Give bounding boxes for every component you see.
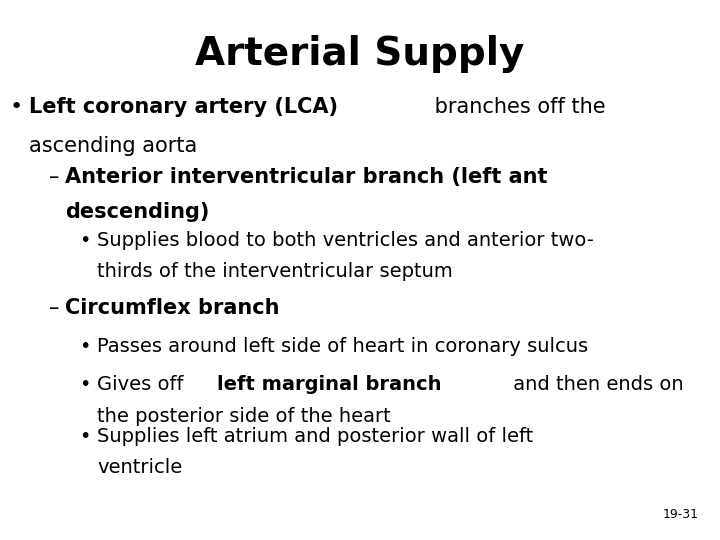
Text: ascending aorta: ascending aorta <box>29 136 197 156</box>
Text: –: – <box>49 167 59 187</box>
Text: Circumflex branch: Circumflex branch <box>65 298 279 318</box>
Text: •: • <box>79 375 91 394</box>
Text: left marginal branch: left marginal branch <box>217 375 441 394</box>
Text: descending): descending) <box>65 202 210 222</box>
Text: Passes around left side of heart in coronary sulcus: Passes around left side of heart in coro… <box>97 338 588 356</box>
Text: Anterior interventricular branch (left ant: Anterior interventricular branch (left a… <box>65 167 547 187</box>
Text: Gives off: Gives off <box>97 375 190 394</box>
Text: –: – <box>49 298 59 318</box>
Text: branches off the: branches off the <box>428 97 605 117</box>
Text: •: • <box>79 231 91 250</box>
Text: Arterial Supply: Arterial Supply <box>195 35 525 73</box>
Text: Left coronary artery (LCA): Left coronary artery (LCA) <box>29 97 338 117</box>
Text: the posterior side of the heart: the posterior side of the heart <box>97 407 391 426</box>
Text: 19-31: 19-31 <box>662 508 698 521</box>
Text: •: • <box>10 97 23 117</box>
Text: ventricle: ventricle <box>97 458 182 477</box>
Text: •: • <box>79 427 91 446</box>
Text: and then ends on: and then ends on <box>507 375 683 394</box>
Text: •: • <box>79 338 91 356</box>
Text: Supplies blood to both ventricles and anterior two-: Supplies blood to both ventricles and an… <box>97 231 594 250</box>
Text: thirds of the interventricular septum: thirds of the interventricular septum <box>97 262 453 281</box>
Text: Supplies left atrium and posterior wall of left: Supplies left atrium and posterior wall … <box>97 427 534 446</box>
